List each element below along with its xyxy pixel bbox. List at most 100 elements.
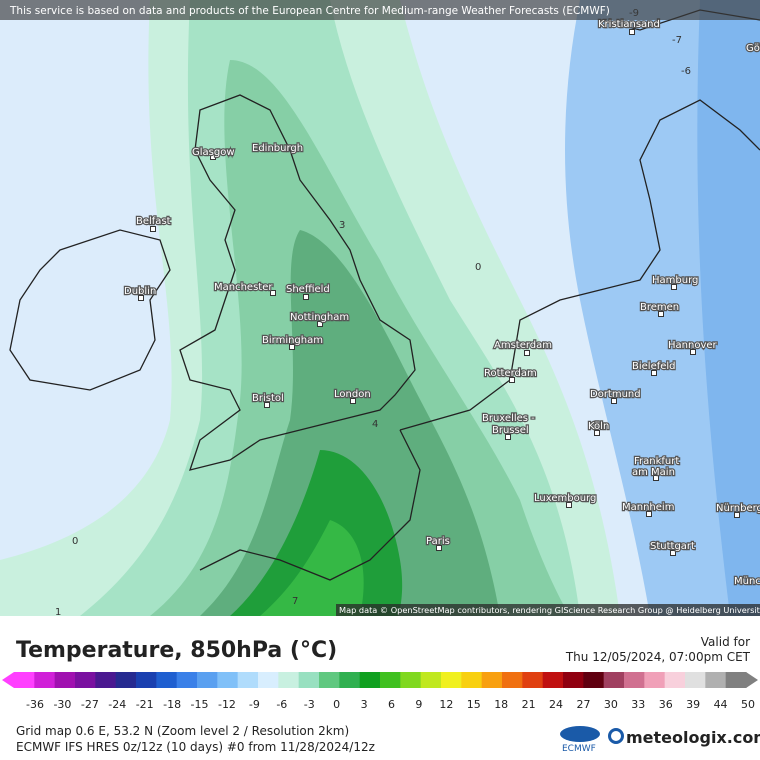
city-marker: [658, 311, 664, 317]
city-label: Sheffield: [286, 284, 330, 295]
colorbar-swatch: [217, 672, 239, 688]
colorbar-tick-label: 12: [439, 698, 453, 711]
ecmwf-logo: ECMWF: [562, 744, 596, 754]
map: Kristiansand Göteborg Glasgow Edinburgh Belf…: [0, 0, 760, 616]
colorbar: -36 -30 -27 -24 -21 -18 -15 -12 -9 -6 -3 0 3 6 9 12 15 18…: [2, 672, 758, 711]
contour-label: 7: [292, 596, 298, 607]
field-6: [260, 520, 364, 616]
colorbar-swatch: [359, 672, 381, 688]
colorbar-tick-label: 50: [741, 698, 755, 711]
colorbar-arrow-right: [746, 672, 758, 688]
colorbar-tick-label: -24: [108, 698, 126, 711]
valid-label: Valid for: [700, 635, 750, 649]
colorbar-tick-label: -30: [53, 698, 71, 711]
colorbar-swatch: [54, 672, 76, 688]
city-marker: [653, 475, 659, 481]
city-label: Brussel: [492, 425, 529, 436]
colorbar-swatch: [75, 672, 96, 688]
city-label: Birmingham: [262, 335, 323, 346]
city-label: Stuttgart: [650, 541, 695, 552]
city-marker: [303, 294, 309, 300]
city-marker: [150, 226, 156, 232]
colorbar-swatch: [156, 672, 178, 688]
colorbar-swatch: [319, 672, 340, 688]
colorbar-tick-label: -21: [136, 698, 154, 711]
city-label: Dublin: [124, 286, 156, 297]
city-marker: [671, 284, 677, 290]
city-marker: [138, 295, 144, 301]
ireland: [9, 229, 171, 391]
city-label: Belfast: [136, 216, 171, 227]
ecmwf-logo-icon: [560, 726, 600, 742]
city-label: Mannheim: [622, 502, 674, 513]
city-label: Rotterdam: [484, 368, 537, 379]
model-info: ECMWF IFS HRES 0z/12z (10 days) #0 from …: [16, 740, 375, 754]
city-marker: [734, 512, 740, 518]
city-label: Hannover: [668, 340, 718, 351]
city-label: Bielefeld: [632, 361, 676, 372]
city-marker: [317, 321, 323, 327]
contour-label: -7: [672, 35, 682, 46]
field-cold-3: [697, 0, 760, 616]
colorbar-tick-label: 0: [333, 698, 340, 711]
city-label: London: [334, 389, 371, 400]
city-label: Nottingham: [290, 312, 349, 323]
colorbar-tick-label: -27: [81, 698, 99, 711]
city-marker: [210, 154, 216, 160]
colorbar-swatch: [278, 672, 300, 688]
colorbar-tick-label: 27: [576, 698, 590, 711]
coastlines: [9, 9, 760, 581]
colorbar-swatch: [563, 672, 584, 688]
city-label: Hamburg: [652, 275, 698, 286]
colorbar-swatch: [481, 672, 503, 688]
city-marker: [436, 545, 442, 551]
city-label: Frankfurt: [634, 456, 679, 467]
colorbar-swatch: [522, 672, 544, 688]
colorbar-swatch: [420, 672, 442, 688]
colorbar-swatch: [298, 672, 320, 688]
colorbar-swatch: [34, 672, 56, 688]
colorbar-tick-label: -3: [304, 698, 315, 711]
city-marker: [594, 430, 600, 436]
attribution-bg: [336, 604, 760, 616]
contour-label: 3: [339, 220, 345, 231]
colorbar-swatch: [400, 672, 422, 688]
city-marker: [264, 402, 270, 408]
colorbar-tick-label: -18: [163, 698, 181, 711]
contour-label: 1: [55, 607, 61, 616]
colorbar-swatch: [725, 672, 747, 688]
colorbar-swatch: [176, 672, 198, 688]
city-label: Amsterdam: [494, 340, 552, 351]
valid-time: Thu 12/05/2024, 07:00pm CET: [565, 650, 750, 664]
city-marker: [629, 29, 635, 35]
colorbar-swatch: [461, 672, 483, 688]
continent-coast: [399, 99, 760, 431]
colorbar-tick-label: 36: [659, 698, 673, 711]
colorbar-tick-label: -6: [276, 698, 287, 711]
colorbar-tick-label: 9: [415, 698, 422, 711]
great-britain: [179, 94, 416, 471]
colorbar-swatch: [197, 672, 218, 688]
contour-label: -6: [681, 66, 691, 77]
grid-info: Grid map 0.6 E, 53.2 N (Zoom level 2 / R…: [16, 724, 350, 738]
france-coast: [199, 429, 421, 581]
colorbar-tick-label: -36: [26, 698, 44, 711]
colorbar-swatch: [624, 672, 645, 688]
colorbar-swatch: [136, 672, 157, 688]
city-label: Bremen: [640, 302, 679, 313]
city-label: Glasgow: [192, 147, 235, 158]
colorbar-swatch: [14, 672, 35, 688]
city-label: Edinburgh: [252, 143, 303, 154]
meteologix-logo[interactable]: meteologix.com: [626, 728, 760, 747]
city-label: Bruxelles -: [482, 413, 535, 424]
contour-label: 4: [372, 419, 378, 430]
city-marker: [651, 370, 657, 376]
city-marker: [670, 550, 676, 556]
city-marker: [289, 344, 295, 350]
map-attribution: Map data © OpenStreetMap contributors, r…: [339, 605, 760, 615]
colorbar-swatch: [664, 672, 686, 688]
field-3: [200, 230, 500, 616]
city-marker: [566, 502, 572, 508]
colorbar-tick-label: 18: [494, 698, 508, 711]
